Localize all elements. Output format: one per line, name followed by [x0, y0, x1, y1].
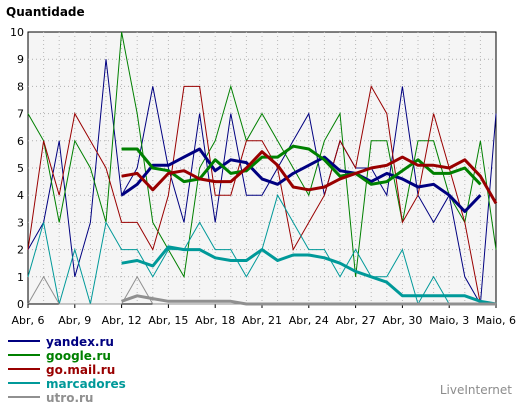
y-tick-label: 0 — [17, 298, 24, 311]
series-utro-ru-average-line — [121, 294, 496, 306]
x-tick-label: Abr, 27 — [336, 314, 376, 327]
y-tick-label: 3 — [17, 216, 24, 229]
y-tick-label: 1 — [17, 271, 24, 284]
series-go-mail-ru-daily-line — [27, 84, 496, 305]
x-tick-label: Abr, 12 — [102, 314, 142, 327]
y-tick-label: 8 — [17, 80, 24, 93]
y-tick-label: 5 — [17, 162, 24, 175]
average-series — [120, 144, 498, 306]
x-tick-label: Abr, 18 — [195, 314, 235, 327]
brand-label: LiveInternet — [439, 383, 512, 397]
x-tick-label: Abr, 6 — [11, 314, 44, 327]
x-tick-label: Abr, 24 — [289, 314, 329, 327]
legend-label-yandex-ru: yandex.ru — [46, 335, 114, 349]
series-go-mail-ru-average-line — [121, 150, 498, 205]
x-tick-label: Maio, 3 — [429, 314, 469, 327]
legend-label-google-ru: google.ru — [46, 349, 111, 363]
y-tick-label: 9 — [17, 53, 24, 66]
series-yandex-ru-average-line — [120, 147, 482, 213]
x-tick-label: Abr, 9 — [58, 314, 91, 327]
x-tick-label: Abr, 21 — [242, 314, 282, 327]
legend-label-marcadores: marcadores — [46, 377, 126, 391]
y-tick-label: 6 — [17, 135, 24, 148]
series-marcadores-average-line — [121, 245, 497, 306]
legend: yandex.rugoogle.rugo.mail.rumarcadoresut… — [8, 335, 126, 405]
y-tick-label: 2 — [17, 244, 24, 257]
series-google-ru-average-line — [121, 144, 482, 186]
y-tick-label: 4 — [17, 189, 24, 202]
axis-ticks: 0 1 2 3 4 5 6 7 8 9 10 Abr, 6 Abr, 9 Abr, 12 Abr, 15 Ab… — [10, 26, 516, 327]
x-tick-label: Maio, 6 — [476, 314, 516, 327]
chart-title: Quantidade — [6, 5, 85, 19]
legend-label-go-mail-ru: go.mail.ru — [46, 363, 115, 377]
y-tick-label: 10 — [10, 26, 24, 39]
y-tick-label: 7 — [17, 108, 24, 121]
x-tick-label: Abr, 30 — [382, 314, 422, 327]
x-tick-label: Abr, 15 — [148, 314, 188, 327]
legend-label-utro-ru: utro.ru — [46, 391, 93, 405]
